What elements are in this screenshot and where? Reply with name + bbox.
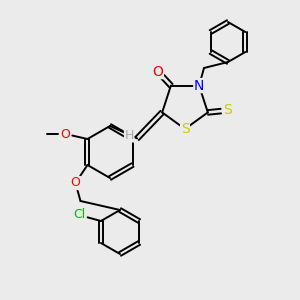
Text: O: O — [61, 128, 70, 140]
Text: N: N — [194, 79, 204, 93]
Text: S: S — [181, 122, 189, 136]
Text: H: H — [124, 129, 134, 142]
Text: O: O — [70, 176, 80, 190]
Text: O: O — [152, 64, 163, 79]
Text: S: S — [224, 103, 232, 117]
Text: Cl: Cl — [73, 208, 85, 221]
